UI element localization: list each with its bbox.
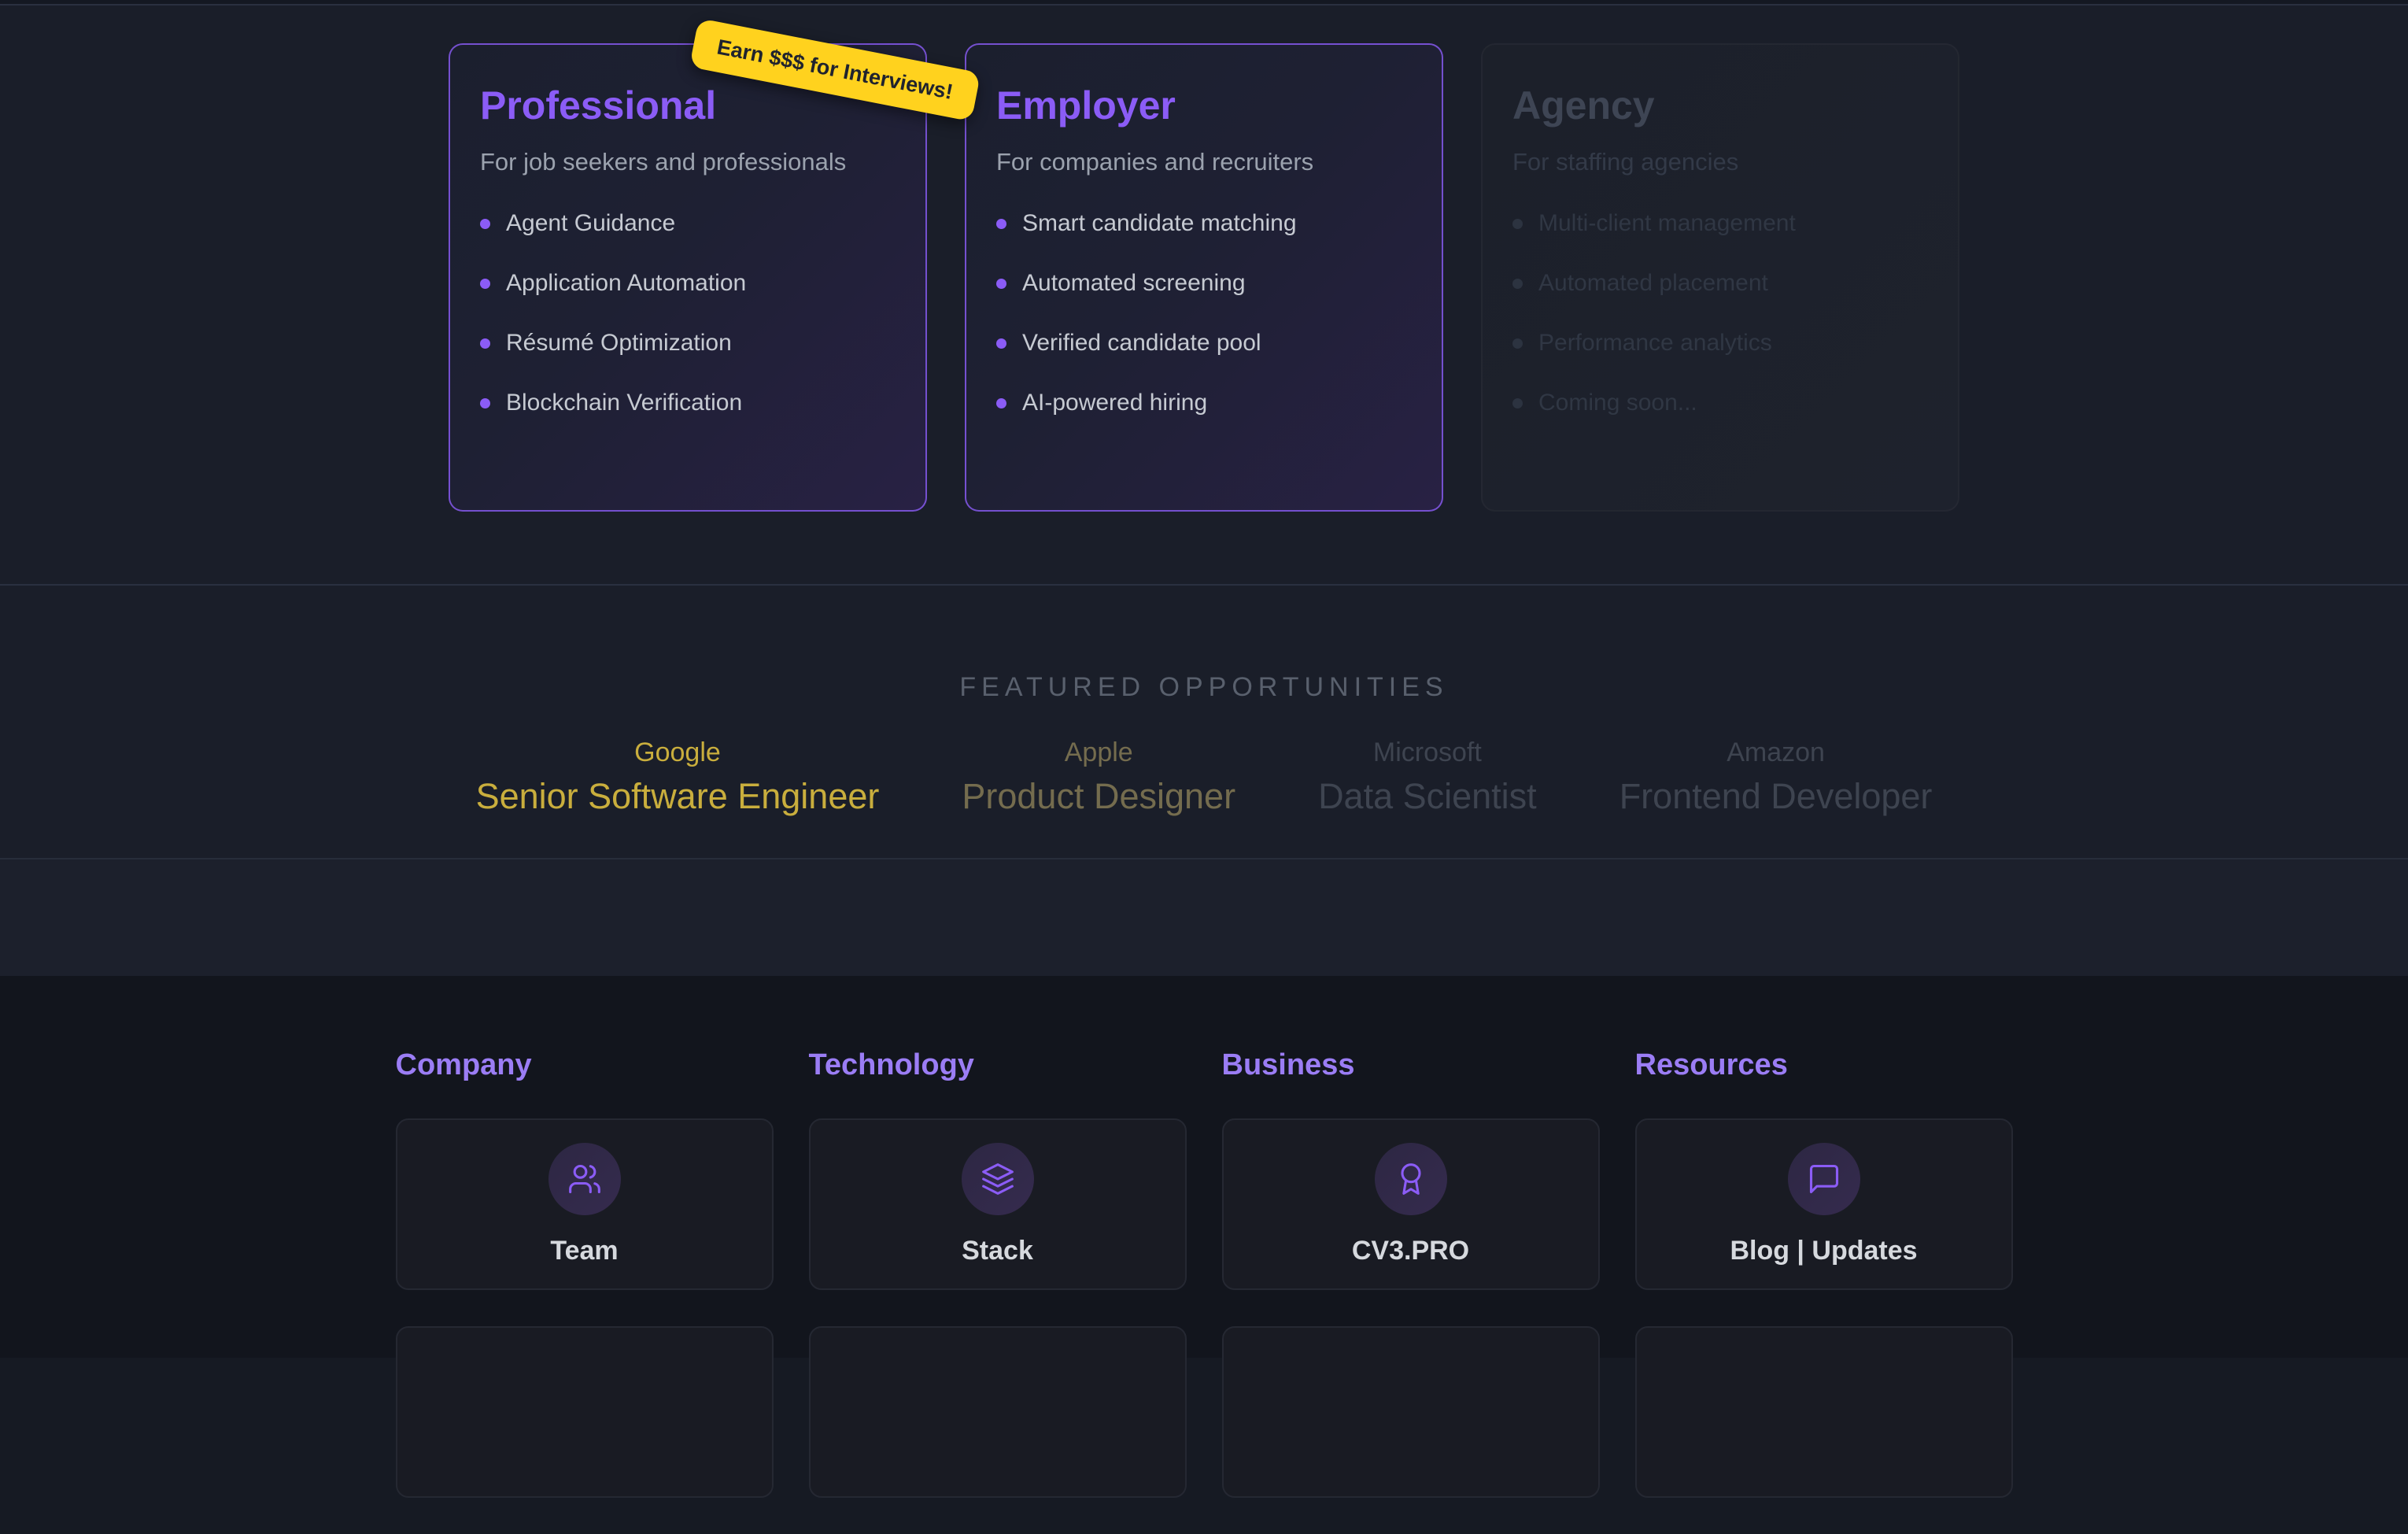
plan-feature: Multi-client management (1512, 209, 1928, 238)
job-company: Google (634, 737, 721, 767)
footer-columns: Company Team Technology (0, 1048, 2408, 1534)
footer-column-heading: Company (395, 1048, 532, 1081)
plan-card-employer[interactable]: Employer For companies and recruiters Sm… (965, 43, 1443, 512)
feature-label: Coming soon... (1538, 390, 1697, 416)
award-icon (1374, 1142, 1447, 1215)
footer-column-technology: Technology Stack (808, 1048, 1187, 1534)
featured-jobs-row: Google Senior Software Engineer Apple Pr… (0, 739, 2408, 814)
footer-column-business: Business CV3.PRO (1221, 1048, 1600, 1534)
bullet-icon (480, 397, 490, 408)
bullet-icon (996, 397, 1006, 408)
bullet-icon (480, 338, 490, 349)
plan-title: Professional (480, 83, 717, 128)
bullet-icon (1512, 218, 1523, 229)
featured-job-google: Google Senior Software Engineer (476, 739, 880, 814)
plan-card-agency: Agency For staffing agencies Multi-clien… (1481, 43, 1959, 512)
plan-feature: Verified candidate pool (996, 329, 1412, 357)
footer: Company Team Technology (0, 976, 2408, 1498)
featured-opportunities-section: FEATURED OPPORTUNITIES Google Senior Sof… (0, 586, 2408, 859)
footer-column-heading: Resources (1634, 1048, 1788, 1081)
plan-feature: Automated screening (996, 269, 1412, 298)
plan-card-professional[interactable]: Professional For job seekers and profess… (449, 43, 927, 512)
footer-card-label: CV3.PRO (1351, 1235, 1470, 1266)
plan-feature: Performance analytics (1512, 329, 1928, 357)
job-title: Senior Software Engineer (475, 776, 880, 816)
plan-feature: Résumé Optimization (480, 329, 896, 357)
layers-icon (961, 1142, 1034, 1215)
plan-feature: Coming soon... (1512, 389, 1928, 417)
bullet-icon (996, 218, 1006, 229)
bullet-icon (996, 338, 1006, 349)
plan-feature: Blockchain Verification (480, 389, 896, 417)
featured-job-microsoft: Microsoft Data Scientist (1318, 739, 1537, 814)
plan-feature: Application Automation (480, 269, 896, 298)
feature-label: Performance analytics (1538, 330, 1772, 357)
plan-title: Agency (1512, 83, 1655, 128)
job-title: Data Scientist (1318, 776, 1537, 816)
footer-card-partial[interactable] (1634, 1326, 2013, 1498)
bullet-icon (1512, 338, 1523, 349)
bullet-icon (1512, 278, 1523, 289)
footer-card-stack[interactable]: Stack (808, 1118, 1187, 1290)
job-company: Microsoft (1372, 737, 1482, 767)
speech-bubble-icon (1787, 1142, 1860, 1215)
feature-label: Automated placement (1538, 270, 1768, 297)
footer-column-resources: Resources Blog | Updates (1634, 1048, 2013, 1534)
plan-description: For companies and recruiters (996, 148, 1314, 176)
feature-label: Verified candidate pool (1022, 330, 1261, 357)
footer-card-cv3pro[interactable]: CV3.PRO (1221, 1118, 1600, 1290)
bullet-icon (996, 278, 1006, 289)
footer-column-heading: Technology (808, 1048, 974, 1081)
feature-label: Multi-client management (1538, 210, 1796, 237)
footer-card-label: Team (550, 1235, 619, 1266)
featured-job-apple: Apple Product Designer (962, 739, 1235, 814)
plan-cards-row: Professional For job seekers and profess… (0, 6, 2408, 512)
plan-feature: Automated placement (1512, 269, 1928, 298)
users-icon (548, 1142, 621, 1215)
footer-card-partial[interactable] (1221, 1326, 1600, 1498)
feature-label: Automated screening (1022, 270, 1246, 297)
plan-feature: AI-powered hiring (996, 389, 1412, 417)
feature-label: Smart candidate matching (1022, 210, 1297, 237)
feature-label: Blockchain Verification (506, 390, 743, 416)
footer-card-team[interactable]: Team (395, 1118, 774, 1290)
plan-description: For job seekers and professionals (480, 148, 847, 176)
plan-feature: Agent Guidance (480, 209, 896, 238)
page-top-divider (0, 0, 2408, 4)
job-company: Apple (1064, 737, 1133, 767)
featured-opportunities-heading: FEATURED OPPORTUNITIES (959, 672, 1449, 702)
feature-label: Résumé Optimization (506, 330, 732, 357)
footer-card-label: Blog | Updates (1730, 1235, 1918, 1266)
job-title: Frontend Developer (1619, 776, 1933, 816)
feature-label: Agent Guidance (506, 210, 676, 237)
bullet-icon (480, 218, 490, 229)
feature-label: AI-powered hiring (1022, 390, 1208, 416)
featured-job-amazon: Amazon Frontend Developer (1619, 739, 1933, 814)
plan-description: For staffing agencies (1512, 148, 1739, 176)
plans-section: Earn $$$ for Interviews! Professional Fo… (0, 4, 2408, 586)
bullet-icon (1512, 397, 1523, 408)
bullet-icon (480, 278, 490, 289)
plan-title: Employer (996, 83, 1176, 128)
feature-label: Application Automation (506, 270, 747, 297)
job-company: Amazon (1727, 737, 1825, 767)
job-title: Product Designer (962, 776, 1236, 816)
footer-column-heading: Business (1221, 1048, 1355, 1081)
plan-feature: Smart candidate matching (996, 209, 1412, 238)
pre-footer-strip (0, 859, 2408, 976)
footer-card-label: Stack (962, 1235, 1033, 1266)
footer-card-partial[interactable] (395, 1326, 774, 1498)
footer-column-company: Company Team (395, 1048, 774, 1534)
footer-card-blog[interactable]: Blog | Updates (1634, 1118, 2013, 1290)
footer-card-partial[interactable] (808, 1326, 1187, 1498)
